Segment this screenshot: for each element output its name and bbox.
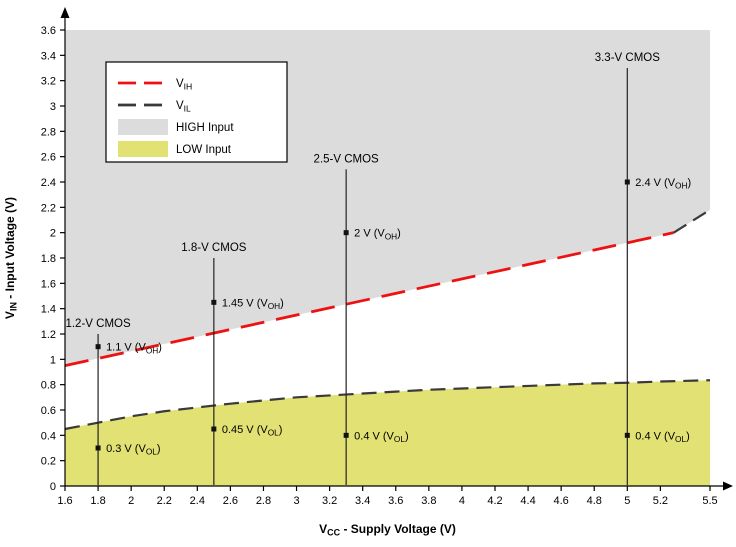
svg-text:1.8: 1.8 <box>90 495 105 507</box>
svg-text:1.4: 1.4 <box>41 304 56 316</box>
point-label: 2.4 V (VOH) <box>635 177 691 191</box>
point-marker <box>624 179 630 185</box>
device-label-2-5-v-cmos: 2.5-V CMOS <box>314 153 380 165</box>
svg-text:0.6: 0.6 <box>41 405 56 417</box>
point-marker <box>95 445 101 451</box>
point-marker <box>624 432 630 438</box>
y-axis-arrow <box>60 7 70 18</box>
legend-swatch-low-input <box>118 141 168 157</box>
x-axis-arrow <box>723 481 733 491</box>
svg-text:2.8: 2.8 <box>41 126 56 138</box>
legend-swatch-high-input <box>118 119 168 135</box>
legend: VIH VIL HIGH Input LOW Input <box>105 61 288 163</box>
svg-text:3: 3 <box>50 101 56 113</box>
svg-text:1.6: 1.6 <box>57 495 72 507</box>
svg-text:2.2: 2.2 <box>157 495 172 507</box>
legend-label-low-input: LOW Input <box>176 144 232 156</box>
point-label: 0.3 V (VOL) <box>106 443 161 457</box>
device-label-3-3-v-cmos: 3.3-V CMOS <box>595 52 661 64</box>
svg-text:2.4: 2.4 <box>41 177 56 189</box>
svg-text:1.8: 1.8 <box>41 253 56 265</box>
x-axis-title: VCC - Supply Voltage (V) <box>319 522 456 538</box>
point-marker <box>343 230 349 236</box>
svg-text:4.4: 4.4 <box>520 495 535 507</box>
point-label: 1.1 V (VOH) <box>106 342 162 356</box>
svg-text:4.2: 4.2 <box>487 495 502 507</box>
tick-labels: 1.6 1.8 2 2.2 2.4 2.6 2.8 3 3.2 3.4 3.6 3.8 4 4.2 4.4 4… <box>3 25 718 538</box>
region-low-input <box>65 380 710 486</box>
point-label: 2 V (VOH) <box>354 228 401 242</box>
device-lines: 1.2-V CMOS 1.1 V (VOH) 0.3 V (VOL) 1.8-V CM… <box>65 52 691 485</box>
svg-text:5: 5 <box>624 495 630 507</box>
svg-text:3: 3 <box>293 495 299 507</box>
point-marker <box>343 432 349 438</box>
svg-text:5.5: 5.5 <box>702 495 717 507</box>
svg-text:2: 2 <box>50 228 56 240</box>
svg-text:2.4: 2.4 <box>190 495 205 507</box>
legend-label-v-ih-: VIH <box>176 78 192 92</box>
svg-text:4.6: 4.6 <box>554 495 569 507</box>
svg-text:0.4: 0.4 <box>41 430 56 442</box>
svg-text:0: 0 <box>50 481 56 493</box>
svg-text:0.2: 0.2 <box>41 456 56 468</box>
point-marker <box>211 299 217 305</box>
svg-text:2: 2 <box>128 495 134 507</box>
svg-text:3.6: 3.6 <box>388 495 403 507</box>
svg-text:1.2: 1.2 <box>41 329 56 341</box>
svg-text:1: 1 <box>50 354 56 366</box>
legend-label-high-input: HIGH Input <box>176 122 234 134</box>
series-vih <box>64 231 674 368</box>
svg-text:4.8: 4.8 <box>587 495 602 507</box>
svg-text:5.2: 5.2 <box>653 495 668 507</box>
svg-text:3.4: 3.4 <box>355 495 370 507</box>
series-vih-right-edge <box>673 208 711 234</box>
axes <box>60 7 733 491</box>
svg-text:2.6: 2.6 <box>223 495 238 507</box>
point-marker <box>211 426 217 432</box>
y-axis-title: VIN - Input Voltage (V) <box>3 197 19 319</box>
svg-text:4: 4 <box>459 495 465 507</box>
point-label: 0.4 V (VOL) <box>354 430 409 444</box>
svg-text:2.2: 2.2 <box>41 202 56 214</box>
svg-text:2.6: 2.6 <box>41 152 56 164</box>
svg-text:2.8: 2.8 <box>256 495 271 507</box>
point-label: 0.45 V (VOL) <box>222 424 283 438</box>
legend-label-v-il-: VIL <box>176 100 191 114</box>
svg-text:3.6: 3.6 <box>41 25 56 37</box>
svg-text:3.8: 3.8 <box>421 495 436 507</box>
svg-text:3.4: 3.4 <box>41 50 56 62</box>
svg-text:0.8: 0.8 <box>41 380 56 392</box>
device-label-1-8-v-cmos: 1.8-V CMOS <box>181 242 247 254</box>
point-label: 1.45 V (VOH) <box>222 297 284 311</box>
point-marker <box>95 344 101 350</box>
point-label: 0.4 V (VOL) <box>635 430 690 444</box>
svg-text:3.2: 3.2 <box>41 76 56 88</box>
device-label-1-2-v-cmos: 1.2-V CMOS <box>65 318 131 330</box>
series-vil <box>64 379 711 431</box>
chart-series <box>64 208 711 431</box>
svg-text:3.2: 3.2 <box>322 495 337 507</box>
svg-text:1.6: 1.6 <box>41 278 56 290</box>
